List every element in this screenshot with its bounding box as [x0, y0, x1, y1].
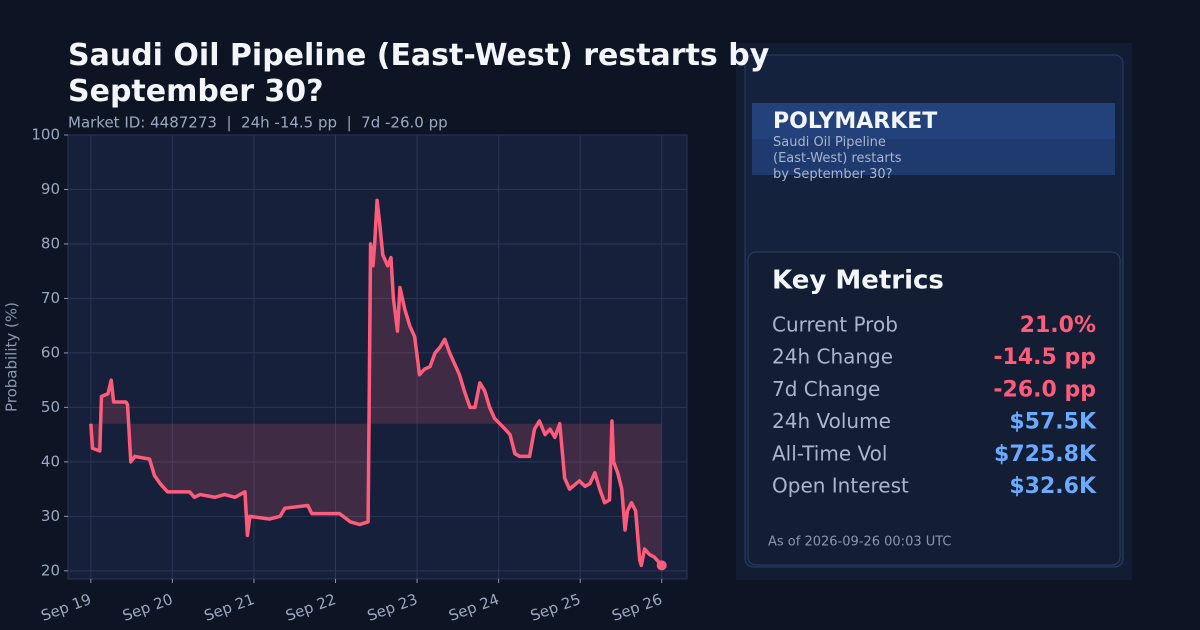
metric-value: $725.8K — [994, 442, 1097, 467]
metric-label: 7d Change — [772, 377, 880, 401]
x-tick-label: Sep 19 — [39, 590, 94, 625]
y-tick-label: 70 — [41, 289, 60, 307]
line — [89, 198, 664, 568]
y-tick-label: 100 — [31, 126, 60, 144]
y-tick-label: 60 — [41, 343, 60, 361]
metric-value: $57.5K — [1009, 410, 1097, 435]
metric-value: -14.5 pp — [993, 345, 1096, 370]
metrics-title: Key Metrics — [772, 266, 944, 296]
metric-label: Current Prob — [772, 313, 898, 337]
x-tick-label: Sep 21 — [202, 590, 257, 625]
y-tick-label: 40 — [41, 452, 60, 470]
metric-label: All-Time Vol — [772, 441, 887, 465]
y-tick-label: 20 — [41, 561, 60, 579]
y-axis-label: Probability (%) — [3, 302, 21, 412]
brand: POLYMARKET — [773, 109, 937, 134]
subtitle: Market ID: 4487273 | 24h -14.5 pp | 7d -… — [68, 114, 448, 132]
end-dot — [656, 560, 667, 571]
metric-value: -26.0 pp — [993, 377, 1096, 402]
metric-value: $32.6K — [1009, 474, 1097, 499]
y-tick-label: 90 — [41, 180, 60, 198]
metric-label: 24h Change — [772, 345, 893, 369]
metric-label: Open Interest — [772, 474, 909, 498]
metric-value: 21.0% — [1020, 313, 1096, 338]
area-fill — [90, 200, 662, 566]
x-tick-label: Sep 23 — [365, 590, 420, 625]
chart-title: Saudi Oil Pipeline (East-West) restarts … — [68, 38, 770, 109]
x-tick-label: Sep 22 — [283, 590, 338, 625]
metrics-card — [747, 251, 1121, 566]
brand-banner-top — [752, 103, 1115, 139]
x-tick-label: Sep 24 — [446, 590, 501, 625]
question: Saudi Oil Pipeline (East-West) restarts … — [773, 135, 902, 182]
x-tick-label: Sep 26 — [609, 590, 664, 625]
y-tick-label: 30 — [41, 507, 60, 525]
y-tick-label: 50 — [41, 398, 60, 416]
x-tick-label: Sep 20 — [120, 590, 175, 625]
x-tick-label: Sep 25 — [528, 590, 583, 625]
footnote: As of 2026-09-26 00:03 UTC — [768, 535, 952, 550]
metric-label: 24h Volume — [772, 409, 891, 433]
y-tick-label: 80 — [41, 234, 60, 252]
